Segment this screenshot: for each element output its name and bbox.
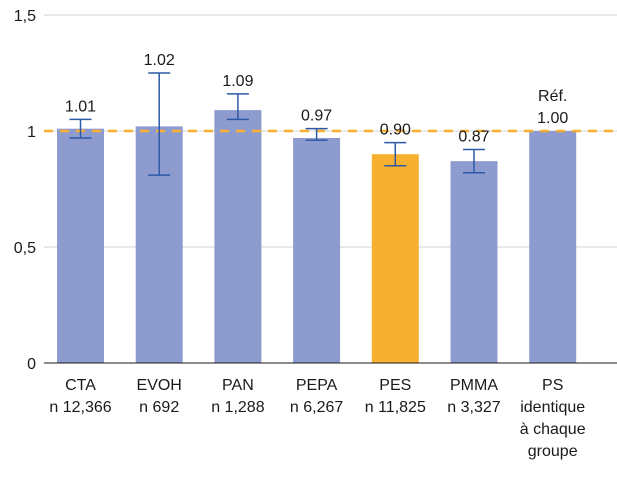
category-label: PS [542, 377, 563, 394]
category-sublabel: identique [520, 399, 585, 416]
bar [451, 161, 498, 363]
value-label: 0.97 [301, 108, 332, 125]
error-bar-layer [70, 73, 486, 175]
category-label: PMMA [450, 377, 498, 394]
value-label: 1.09 [222, 73, 253, 90]
value-label: 1.00 [537, 110, 568, 127]
value-label: 0.87 [458, 129, 489, 146]
value-label: 1.02 [144, 52, 175, 69]
category-label: PAN [222, 377, 254, 394]
y-tick-label: 0 [27, 356, 36, 373]
bar [372, 154, 419, 363]
bar [293, 138, 340, 363]
value-label: Réf. [538, 88, 567, 105]
category-sublabel: groupe [528, 443, 578, 460]
category-label: PEPA [296, 377, 338, 394]
category-sublabel: n 3,327 [447, 399, 500, 416]
category-label: CTA [65, 377, 96, 394]
category-sublabel: n 12,366 [49, 399, 111, 416]
y-tick-label: 1,5 [14, 8, 36, 25]
category-label: EVOH [137, 377, 182, 394]
category-sublabel: n 11,825 [365, 399, 426, 416]
category-sublabel: n 692 [139, 399, 179, 416]
category-sublabel: n 1,288 [211, 399, 264, 416]
value-label: 0.90 [380, 122, 411, 139]
category-sublabel: à chaque [520, 421, 586, 438]
y-tick-label: 0,5 [14, 240, 36, 257]
category-sublabel: n 6,267 [290, 399, 343, 416]
bar [214, 110, 261, 363]
y-tick-label: 1 [27, 124, 36, 141]
bar-layer [57, 110, 576, 363]
value-label: 1.01 [65, 98, 96, 115]
bar [57, 129, 104, 363]
bar [529, 131, 576, 363]
category-label: PES [379, 377, 411, 394]
